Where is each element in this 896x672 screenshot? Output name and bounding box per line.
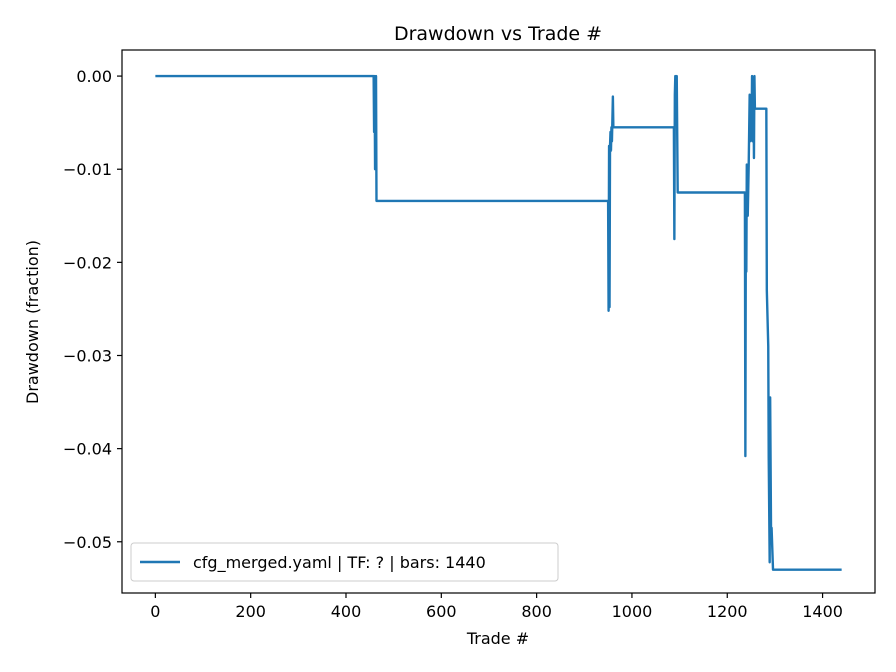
x-axis-label: Trade # [466, 629, 529, 648]
y-axis-label: Drawdown (fraction) [23, 240, 42, 404]
x-tick-label: 1200 [707, 602, 748, 621]
x-axis-ticks: 0 200 400 600 800 1000 1200 1400 [150, 593, 843, 621]
x-tick-label: 600 [426, 602, 457, 621]
legend-entry-label: cfg_merged.yaml | TF: ? | bars: 1440 [193, 553, 486, 573]
y-tick-label: −0.05 [63, 533, 112, 552]
y-tick-label: 0.00 [76, 67, 112, 86]
legend-box [130, 542, 559, 582]
chart-title: Drawdown vs Trade # [394, 23, 602, 45]
y-tick-label: −0.02 [63, 253, 112, 272]
y-axis-ticks: 0.00 −0.01 −0.02 −0.03 −0.04 −0.05 [63, 67, 122, 552]
x-tick-label: 0 [150, 602, 160, 621]
plot-area [155, 74, 842, 571]
y-tick-label: −0.01 [63, 160, 112, 179]
legend: cfg_merged.yaml | TF: ? | bars: 1440 [130, 542, 559, 582]
x-tick-label: 400 [331, 602, 362, 621]
x-tick-label: 1000 [612, 602, 653, 621]
y-tick-label: −0.03 [63, 346, 112, 365]
x-tick-label: 1400 [802, 602, 843, 621]
series-line-0 [155, 74, 842, 571]
x-tick-label: 200 [235, 602, 266, 621]
x-tick-label: 800 [521, 602, 552, 621]
y-tick-label: −0.04 [63, 440, 112, 459]
axes-frame [121, 49, 876, 594]
